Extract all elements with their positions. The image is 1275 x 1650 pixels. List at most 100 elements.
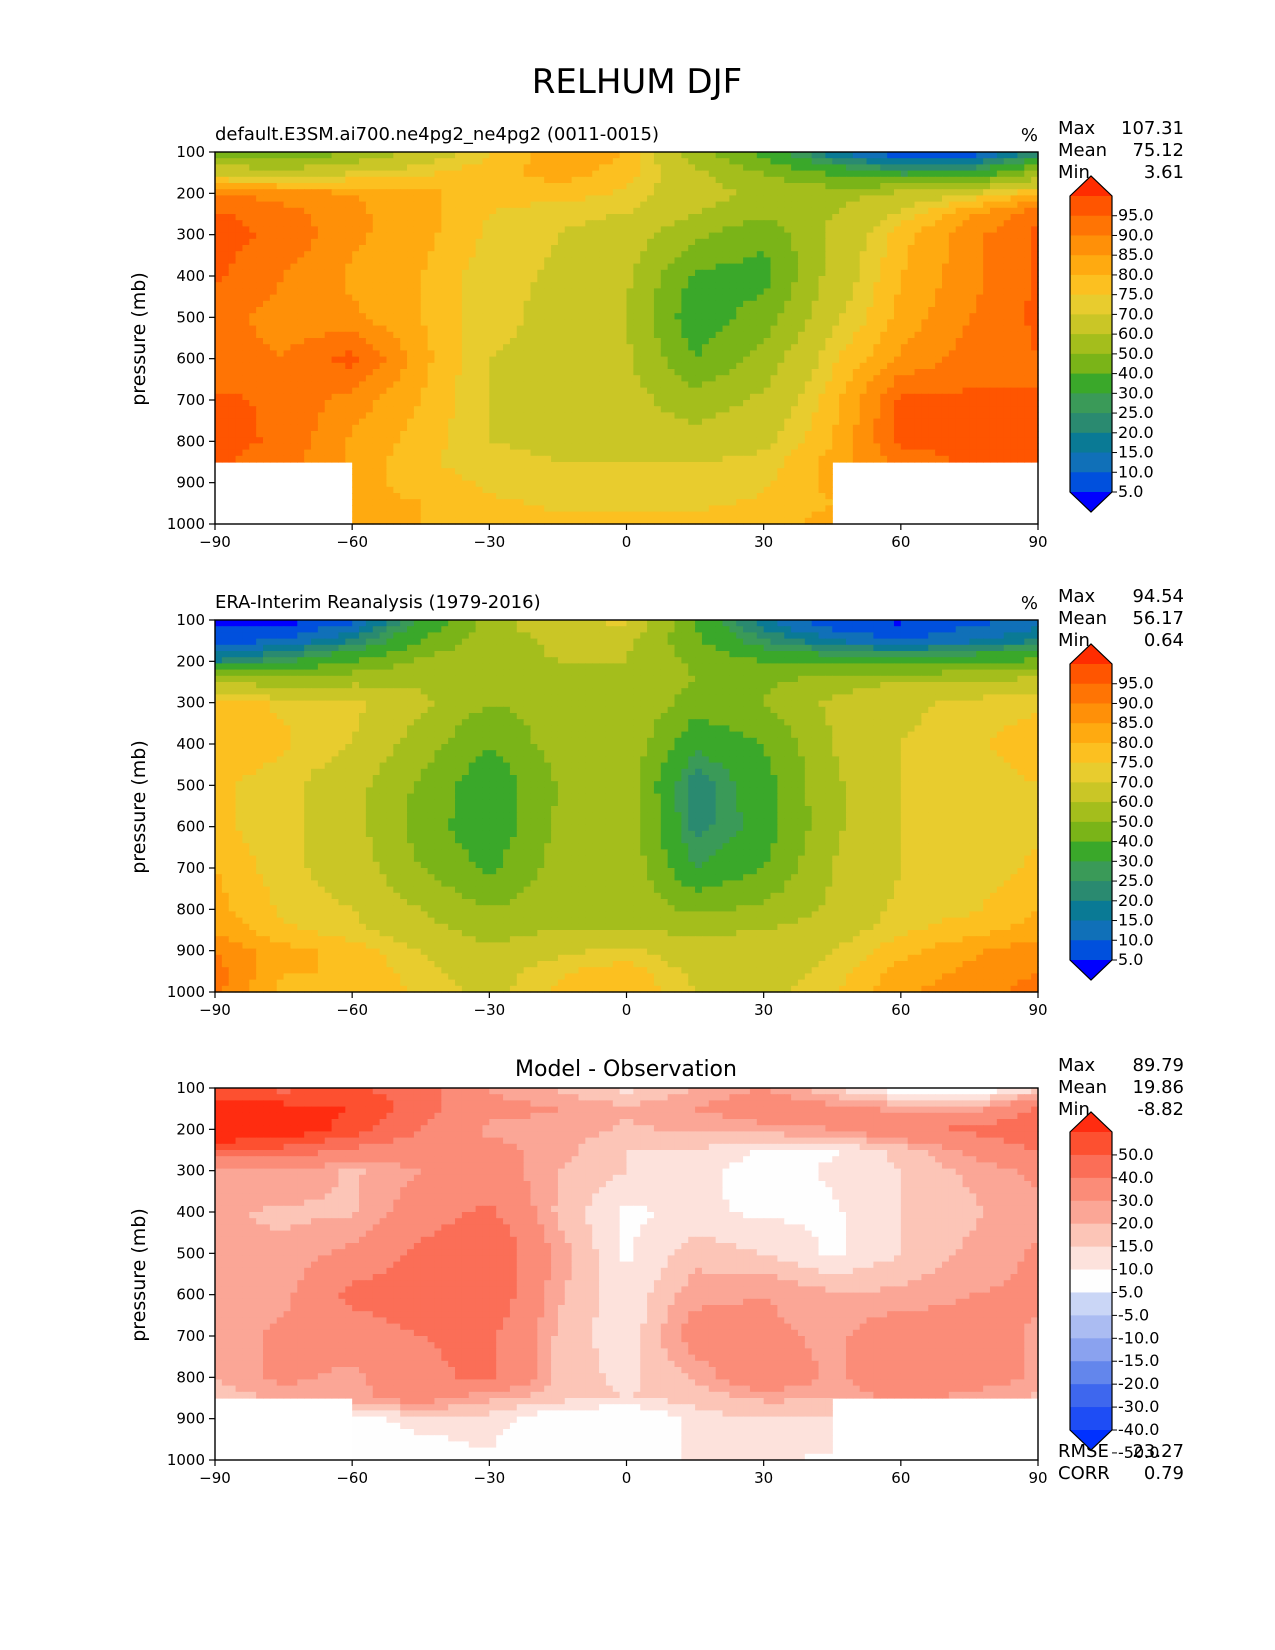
contour-cell [599,369,607,376]
contour-cell [825,294,833,302]
contour-cell [331,362,340,370]
contour-cell [468,183,477,190]
contour-cell [859,294,868,302]
contour-cell [880,338,888,345]
contour-cell [215,158,223,165]
contour-cell [893,220,902,227]
contour-cell [331,251,340,258]
contour-cell [797,232,806,240]
contour-cell [674,251,682,258]
contour-cell [784,375,792,382]
contour-cell [537,245,545,252]
contour-cell [1003,220,1012,227]
contour-cell [461,294,470,302]
contour-cell [688,331,696,339]
contour-cell [859,350,868,358]
contour-cell [489,226,497,234]
contour-cell [496,245,504,252]
contour-cell [523,288,532,296]
contour-cell [825,245,833,252]
contour-cell [235,269,244,277]
contour-cell [756,152,765,159]
contour-cell [331,170,340,178]
contour-cell [667,251,676,258]
contour-cell [763,393,772,401]
contour-cell [1031,245,1039,252]
contour-cell [941,189,950,196]
contour-cell [482,152,490,159]
contour-cell [530,201,538,209]
contour-cell [941,226,950,234]
contour-cell [256,232,264,240]
contour-cell [290,325,298,333]
contour-cell [557,381,566,389]
contour-cell [269,201,278,209]
contour-cell [935,276,943,283]
contour-cell [708,214,717,221]
contour-cell [283,263,292,271]
contour-cell [256,338,264,345]
contour-cell [544,183,552,190]
contour-cell [976,393,984,401]
contour-cell [228,232,237,240]
contour-cell [311,214,319,221]
contour-cell [873,263,881,271]
contour-cell [811,282,820,289]
contour-cell [564,313,573,320]
contour-cell [523,276,532,283]
contour-cell [667,158,676,165]
contour-cell [777,369,785,376]
contour-cell [599,251,607,258]
contour-cell [557,331,566,339]
contour-cell [441,300,449,308]
contour-cell [557,269,566,277]
contour-cell [797,369,806,376]
contour-cell [839,276,847,283]
contour-cell [482,282,490,289]
contour-cell [427,152,436,159]
contour-cell [400,406,408,413]
contour-cell [557,282,566,289]
contour-cell [688,164,696,172]
contour-cell [900,387,909,395]
contour-cell [708,276,717,283]
contour-cell [386,381,394,389]
contour-cell [832,362,840,370]
contour-cell [681,276,689,283]
contour-cell [530,207,538,215]
contour-cell [962,214,971,221]
contour-cell [304,251,312,258]
contour-cell [331,350,340,358]
contour-cell [599,338,607,345]
contour-cell [1031,350,1039,358]
contour-cell [448,201,456,209]
contour-cell [839,294,847,302]
contour-cell [763,300,772,308]
contour-cell [667,331,676,339]
contour-cell [619,313,628,320]
contour-cell [900,375,909,382]
contour-cell [427,214,436,221]
contour-cell [900,307,909,314]
contour-cell [1017,176,1025,184]
contour-cell [688,387,696,395]
contour-cell [530,369,538,376]
contour-cell [420,300,429,308]
contour-cell [619,356,628,364]
contour-cell [317,356,326,364]
contour-cell [770,170,778,178]
contour-cell [455,325,463,333]
contour-cell [667,362,676,370]
contour-cell [235,207,244,215]
contour-cell [413,338,422,345]
contour-cell [605,400,614,407]
contour-cell [893,276,902,283]
contour-cell [962,170,971,178]
contour-cell [571,238,580,246]
contour-cell [887,195,895,203]
contour-cell [722,207,730,215]
contour-cell [900,226,909,234]
contour-cell [571,331,580,339]
contour-cell [304,257,312,265]
contour-cell [393,226,401,234]
